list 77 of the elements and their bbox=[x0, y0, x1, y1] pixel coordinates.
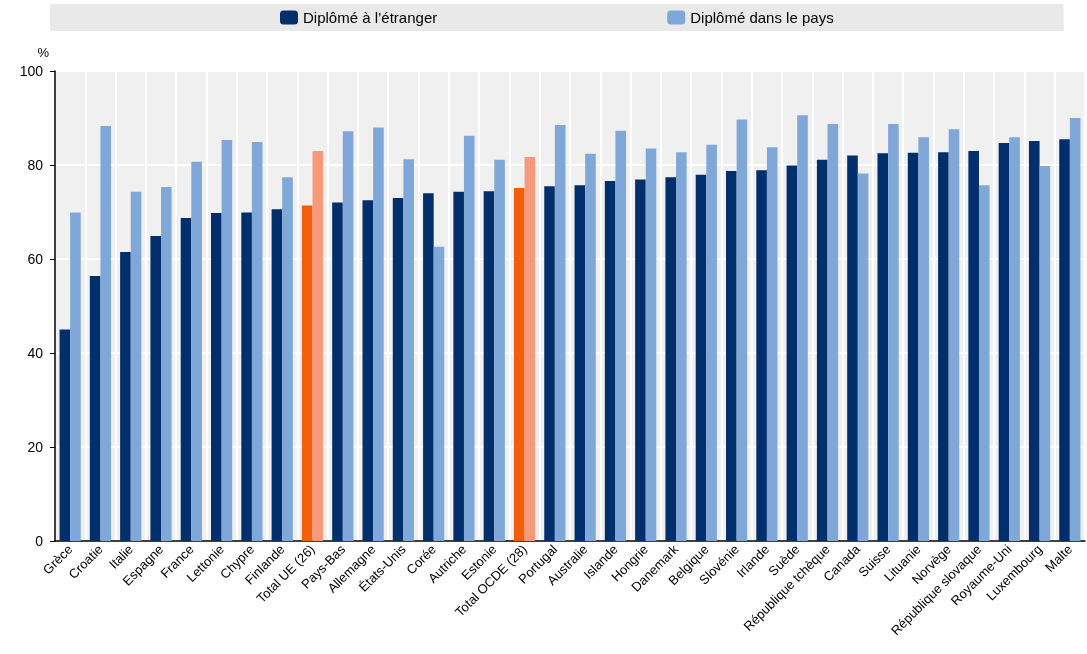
bar bbox=[676, 152, 687, 541]
bar bbox=[736, 119, 748, 541]
bar bbox=[301, 205, 313, 541]
bar bbox=[392, 197, 404, 541]
bar bbox=[797, 115, 808, 541]
bar bbox=[524, 157, 536, 541]
bar bbox=[1009, 137, 1020, 541]
bar bbox=[888, 124, 899, 541]
bar bbox=[857, 173, 869, 541]
bar bbox=[211, 212, 222, 541]
bar bbox=[847, 155, 858, 541]
bar bbox=[1039, 165, 1051, 541]
bar bbox=[180, 218, 192, 541]
bar bbox=[433, 246, 445, 541]
bar bbox=[312, 150, 324, 541]
y-tick-label: 80 bbox=[27, 157, 44, 173]
y-axis-title: % bbox=[37, 45, 50, 60]
bar bbox=[513, 188, 525, 541]
bar bbox=[544, 186, 555, 541]
bar bbox=[494, 159, 505, 541]
y-tick-label: 100 bbox=[19, 63, 44, 79]
bar bbox=[978, 185, 990, 541]
legend-label: Diplômé à l’étranger bbox=[303, 9, 438, 26]
bar bbox=[59, 329, 71, 541]
bar bbox=[221, 140, 233, 541]
bar bbox=[120, 251, 131, 541]
bar bbox=[695, 174, 707, 541]
bar bbox=[554, 125, 566, 541]
bar bbox=[251, 141, 263, 541]
bar bbox=[918, 137, 929, 541]
bar bbox=[645, 148, 657, 541]
bar bbox=[241, 212, 252, 541]
bar bbox=[907, 152, 919, 541]
bar bbox=[89, 275, 101, 541]
bar bbox=[150, 235, 162, 541]
bar bbox=[998, 142, 1010, 541]
legend-label: Diplômé dans le pays bbox=[690, 9, 834, 26]
bar bbox=[1028, 141, 1040, 541]
bar bbox=[342, 131, 354, 541]
bar bbox=[362, 200, 374, 541]
bar bbox=[726, 171, 737, 541]
bar bbox=[373, 127, 384, 541]
bar bbox=[282, 177, 293, 541]
bar bbox=[816, 159, 828, 541]
bar bbox=[938, 152, 949, 541]
bar bbox=[574, 185, 586, 541]
y-tick-label: 0 bbox=[35, 533, 44, 549]
bar bbox=[877, 153, 889, 541]
bar bbox=[191, 161, 202, 541]
bar bbox=[1069, 118, 1081, 541]
bar bbox=[483, 191, 495, 541]
bar bbox=[332, 202, 343, 541]
bar bbox=[1059, 139, 1070, 541]
bar bbox=[423, 193, 434, 541]
y-tick-label: 20 bbox=[27, 439, 44, 455]
bar bbox=[615, 130, 627, 541]
y-tick-label: 40 bbox=[27, 345, 44, 361]
bar bbox=[403, 159, 414, 541]
bar bbox=[70, 212, 81, 541]
bar bbox=[100, 125, 112, 541]
bar bbox=[130, 191, 142, 541]
bar bbox=[161, 187, 172, 541]
bar bbox=[706, 144, 717, 541]
bar bbox=[665, 177, 677, 541]
bar bbox=[585, 153, 596, 541]
y-tick-label: 60 bbox=[27, 251, 44, 267]
bar bbox=[786, 165, 798, 541]
bar bbox=[948, 129, 960, 541]
bar bbox=[635, 179, 646, 541]
bar bbox=[463, 135, 475, 541]
bar bbox=[271, 209, 283, 541]
bar bbox=[827, 124, 839, 541]
bar bbox=[756, 170, 767, 541]
bar bbox=[453, 191, 464, 541]
bar bbox=[968, 150, 979, 541]
bar bbox=[604, 180, 616, 541]
bar bbox=[766, 147, 778, 541]
